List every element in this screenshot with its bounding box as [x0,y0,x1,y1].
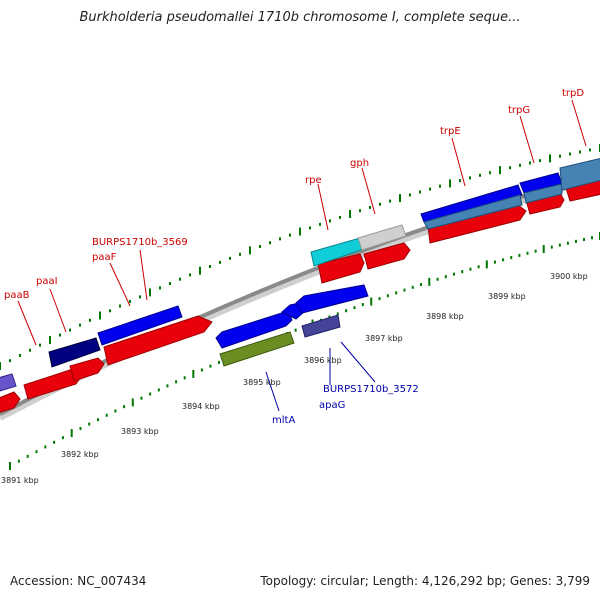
gene-feature[interactable] [48,337,101,368]
gene-feature[interactable] [357,224,407,251]
gene-feature[interactable] [219,331,295,367]
gene-label[interactable]: gph [350,158,369,169]
leader-line [519,115,535,164]
kbp-label: 3894 kbp [182,402,220,411]
leader-line [571,99,587,147]
leader-line [451,137,466,187]
gene-feature[interactable] [423,194,523,230]
genome-summary: Topology: circular; Length: 4,126,292 bp… [260,574,590,588]
gene-label[interactable]: trpD [562,88,584,99]
label-leader-lines [17,99,587,412]
gene-feature[interactable] [69,357,105,382]
kbp-label: 3897 kbp [365,334,403,343]
leader-line [139,249,148,301]
leader-line [340,341,376,383]
accession-label: Accession: NC_007434 [10,574,147,588]
gene-feature[interactable] [559,157,600,191]
gene-label[interactable]: BURPS1710b_3572 [323,384,419,395]
kbp-scale-labels: 3891 kbp 3892 kbp 3893 kbp 3894 kbp 3895 kbp… [1,272,588,485]
gene-label[interactable]: rpe [305,175,322,186]
gene-label[interactable]: paaB [4,290,30,301]
kbp-label: 3891 kbp [1,476,39,485]
kbp-label: 3899 kbp [488,292,526,301]
kbp-label: 3892 kbp [61,450,99,459]
gene-feature[interactable] [97,305,183,346]
gene-feature[interactable] [301,314,341,338]
leader-line [49,288,67,333]
kbp-label: 3893 kbp [121,427,159,436]
gene-label[interactable]: trpE [440,126,461,137]
gene-label[interactable]: apaG [319,400,345,411]
leader-line [361,167,376,215]
kbp-label: 3900 kbp [550,272,588,281]
gene-label[interactable]: paaF [92,252,117,263]
gene-label[interactable]: trpG [508,105,530,116]
gene-feature[interactable] [295,284,369,314]
gene-feature[interactable] [0,391,21,414]
gene-feature[interactable] [0,373,17,392]
gene-features [0,157,600,414]
gene-labels: paaB paaI BURPS1710b_3569 paaF rpe gph trpE trp… [4,88,584,426]
gene-label[interactable]: mltA [272,415,295,426]
leader-line [317,183,329,231]
leader-line [265,371,280,412]
kbp-label: 3898 kbp [426,312,464,321]
outer-tick-ring [0,144,600,370]
leader-line [17,300,37,346]
gene-feature[interactable] [317,253,365,284]
leader-line [109,262,131,307]
kbp-label: 3896 kbp [304,356,342,365]
map-title: Burkholderia pseudomallei 1710b chromoso… [79,10,521,25]
gene-feature[interactable] [523,183,563,204]
kbp-label: 3895 kbp [243,378,281,387]
gene-feature[interactable] [420,184,523,223]
gene-label[interactable]: paaI [36,276,58,287]
gene-feature[interactable] [215,310,293,349]
gene-label[interactable]: BURPS1710b_3569 [92,237,188,248]
gene-feature[interactable] [103,315,213,366]
gene-feature[interactable] [363,242,411,270]
